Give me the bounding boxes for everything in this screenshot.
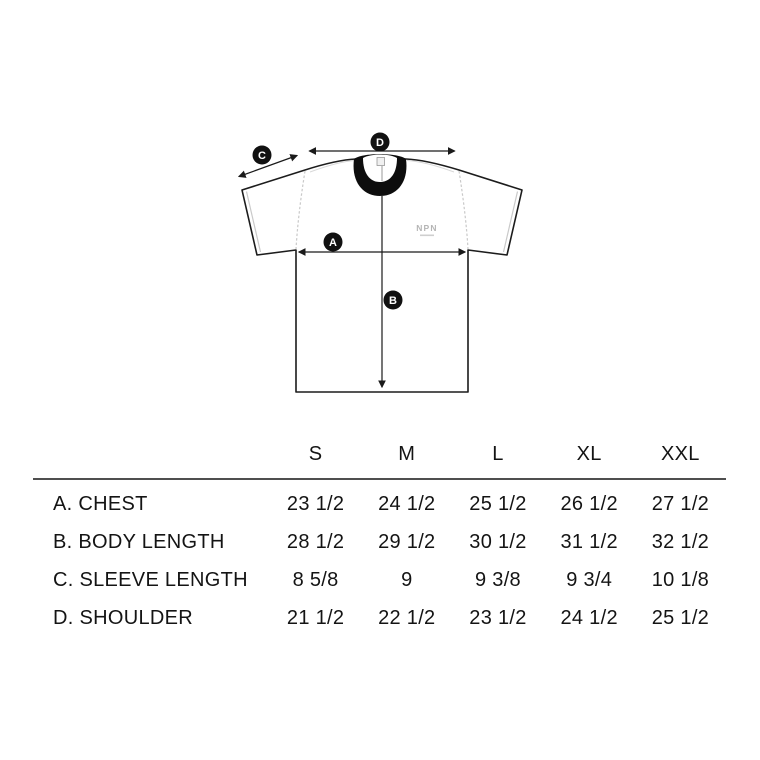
- column-header-m: M: [398, 442, 416, 465]
- neck-label: [376, 157, 385, 166]
- row-label: B. BODY LENGTH: [53, 530, 225, 553]
- cell-body-length-s: 28 1/2: [286, 530, 345, 553]
- marker-body-length: B: [383, 290, 403, 310]
- cell-chest-xl: 26 1/2: [560, 492, 618, 515]
- cell-sleeve-length-l: 9 3/8: [475, 568, 521, 591]
- column-header-s: S: [308, 442, 323, 465]
- row-label: D. SHOULDER: [53, 606, 193, 629]
- marker-shoulder-letter: D: [376, 137, 384, 149]
- cell-chest-l: 25 1/2: [469, 492, 527, 515]
- tshirt-diagram-svg: NPN A B C D: [237, 132, 523, 393]
- sleeve-hem-seam-left: [245, 191, 262, 253]
- row-label: C. SLEEVE LENGTH: [53, 568, 248, 591]
- cell-shoulder-xl: 24 1/2: [560, 606, 618, 629]
- cell-body-length-m: 29 1/2: [378, 530, 436, 553]
- row-label: A. CHEST: [53, 492, 148, 515]
- cell-sleeve-length-xl: 9 3/4: [566, 568, 613, 591]
- cell-shoulder-xxl: 25 1/2: [651, 606, 710, 629]
- cell-body-length-l: 30 1/2: [469, 530, 527, 553]
- column-header-xl: XL: [576, 442, 602, 465]
- marker-shoulder: D: [370, 132, 390, 152]
- measure-line-sleeve: [237, 154, 299, 178]
- cell-shoulder-l: 23 1/2: [469, 606, 527, 629]
- column-header-l: L: [492, 442, 504, 465]
- marker-sleeve-letter: C: [258, 150, 266, 162]
- sleeve-hem-seam-right: [502, 191, 519, 253]
- cell-chest-s: 23 1/2: [286, 492, 345, 515]
- size-table-header: S M L XL XXL: [33, 438, 726, 470]
- marker-sleeve: C: [252, 145, 272, 165]
- table-row-sleeve-length: C. SLEEVE LENGTH 8 5/8 9 9 3/8 9 3/4 10 …: [33, 561, 726, 599]
- collar-inner: [363, 154, 397, 182]
- cell-sleeve-length-m: 9: [401, 568, 413, 591]
- armhole-seam-right: [458, 170, 469, 250]
- cell-body-length-xxl: 32 1/2: [651, 530, 710, 553]
- cell-shoulder-m: 22 1/2: [378, 606, 436, 629]
- cell-chest-xxl: 27 1/2: [651, 492, 710, 515]
- size-table-body: A. CHEST 23 1/2 24 1/2 25 1/2 26 1/2 27 …: [33, 480, 726, 637]
- marker-chest-letter: A: [329, 237, 337, 249]
- cell-sleeve-length-s: 8 5/8: [292, 568, 339, 591]
- size-table: S M L XL XXL A. CHEST 23 1/2 24 1/2 25 1…: [33, 438, 726, 637]
- shoulder-seam-left: [309, 160, 356, 173]
- marker-chest: A: [323, 232, 343, 252]
- cell-chest-m: 24 1/2: [378, 492, 436, 515]
- cell-shoulder-s: 21 1/2: [286, 606, 345, 629]
- armhole-seam-left: [295, 170, 306, 250]
- table-divider: [33, 478, 726, 480]
- shoulder-seam-right: [406, 160, 455, 173]
- chest-logo-subtext: [420, 234, 434, 237]
- tshirt-diagram: NPN A B C D: [237, 132, 523, 393]
- table-row-body-length: B. BODY LENGTH 28 1/2 29 1/2 30 1/2 31 1…: [33, 523, 726, 561]
- marker-body-length-letter: B: [389, 295, 397, 307]
- cell-sleeve-length-xxl: 10 1/8: [651, 568, 710, 591]
- chest-logo: NPN: [416, 223, 438, 233]
- column-header-xxl: XXL: [661, 442, 700, 465]
- table-row-shoulder: D. SHOULDER 21 1/2 22 1/2 23 1/2 24 1/2 …: [33, 599, 726, 637]
- cell-body-length-xl: 31 1/2: [560, 530, 618, 553]
- table-row-chest: A. CHEST 23 1/2 24 1/2 25 1/2 26 1/2 27 …: [33, 485, 726, 523]
